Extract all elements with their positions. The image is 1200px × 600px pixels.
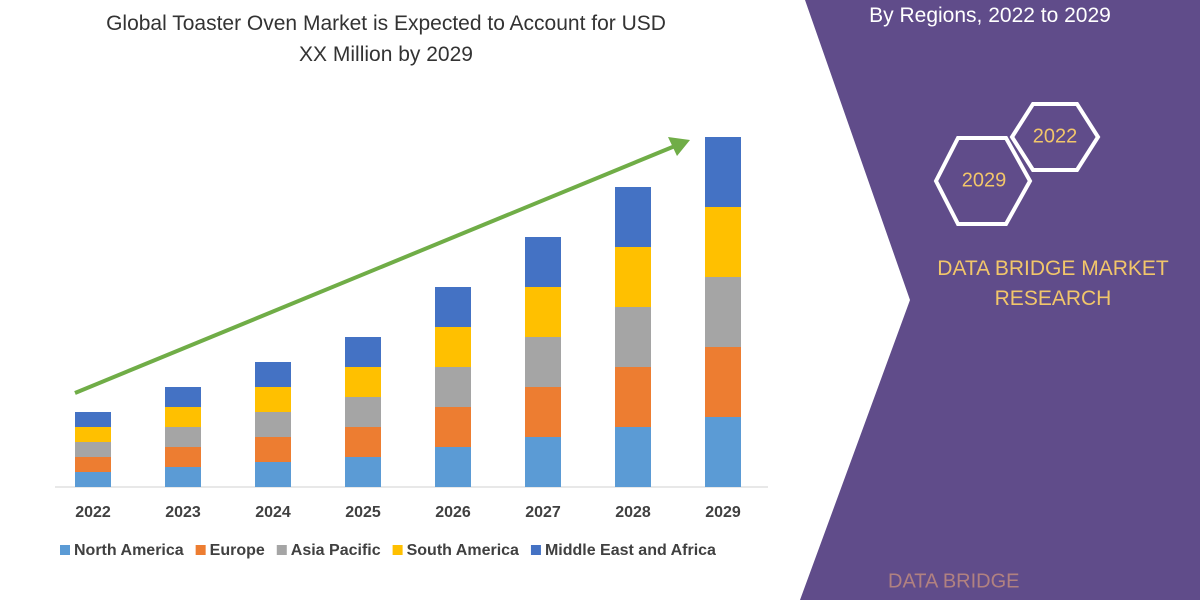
hexagon (933, 136, 1033, 226)
bar-segment (705, 137, 741, 207)
bar-segment (75, 457, 111, 472)
legend-swatch (276, 545, 287, 555)
legend-swatch (392, 545, 403, 555)
bar-segment (525, 387, 561, 437)
bar-segment (615, 307, 651, 367)
legend-label: Europe (210, 542, 265, 559)
footer-logo: DATA BRIDGE (888, 570, 1020, 592)
x-tick-label: 2023 (165, 504, 201, 521)
bar-segment (615, 367, 651, 427)
bar-segment (705, 347, 741, 417)
badge-label: 2022 (1033, 125, 1078, 147)
bar-segment (345, 367, 381, 397)
bar-segment (75, 442, 111, 457)
legend-label: Asia Pacific (291, 542, 381, 559)
legend-swatch (530, 545, 541, 555)
bar-segment (255, 412, 291, 437)
bar-segment (435, 367, 471, 407)
bar-segment (525, 437, 561, 487)
bar-segment (75, 472, 111, 487)
bar-segment (165, 467, 201, 487)
bar-segment (705, 417, 741, 487)
bar-segment (75, 412, 111, 427)
bar-segment (255, 437, 291, 462)
x-tick-label: 2027 (525, 504, 561, 521)
bar-segment (615, 247, 651, 307)
x-tick-label: 2022 (75, 504, 111, 521)
bar-segment (165, 427, 201, 447)
bar-segment (345, 397, 381, 427)
x-tick-label: 2025 (345, 504, 381, 521)
x-tick-label: 2029 (705, 504, 741, 521)
bar-segment (345, 337, 381, 367)
legend-label: North America (74, 542, 184, 559)
bar-segment (525, 237, 561, 287)
legend-label: Middle East and Africa (545, 542, 716, 559)
legend-swatch (195, 545, 206, 555)
bar-segment (255, 462, 291, 487)
bar-segment (345, 457, 381, 487)
x-tick-label: 2024 (255, 504, 291, 521)
legend-swatch (60, 545, 70, 555)
hexagon (1009, 102, 1101, 172)
bar-segment (435, 327, 471, 367)
bar-segment (525, 287, 561, 337)
bar-segment (705, 277, 741, 347)
legend-label: South America (407, 542, 519, 559)
trend-arrow (74, 144, 676, 395)
bar-segment (525, 337, 561, 387)
chart-title: Global Toaster Oven Market is Expected t… (106, 12, 666, 66)
bar-segment (255, 362, 291, 387)
bar-segment (705, 207, 741, 277)
side-panel (800, 0, 1200, 600)
brand-name: DATA BRIDGE MARKET RESEARCH (937, 257, 1169, 310)
arrow-head (668, 137, 690, 156)
chart-subtitle: By Regions, 2022 to 2029 (869, 4, 1111, 27)
badge-label: 2029 (962, 169, 1007, 191)
bar-segment (615, 427, 651, 487)
bar-segment (165, 407, 201, 427)
bar-segment (75, 427, 111, 442)
bar-segment (435, 447, 471, 487)
bar-segment (165, 387, 201, 407)
bar-segment (165, 447, 201, 467)
bar-segment (615, 187, 651, 247)
bar-segment (345, 427, 381, 457)
bar-segment (255, 387, 291, 412)
x-tick-label: 2026 (435, 504, 471, 521)
x-tick-label: 2028 (615, 504, 651, 521)
bar-segment (435, 407, 471, 447)
bar-segment (435, 287, 471, 327)
